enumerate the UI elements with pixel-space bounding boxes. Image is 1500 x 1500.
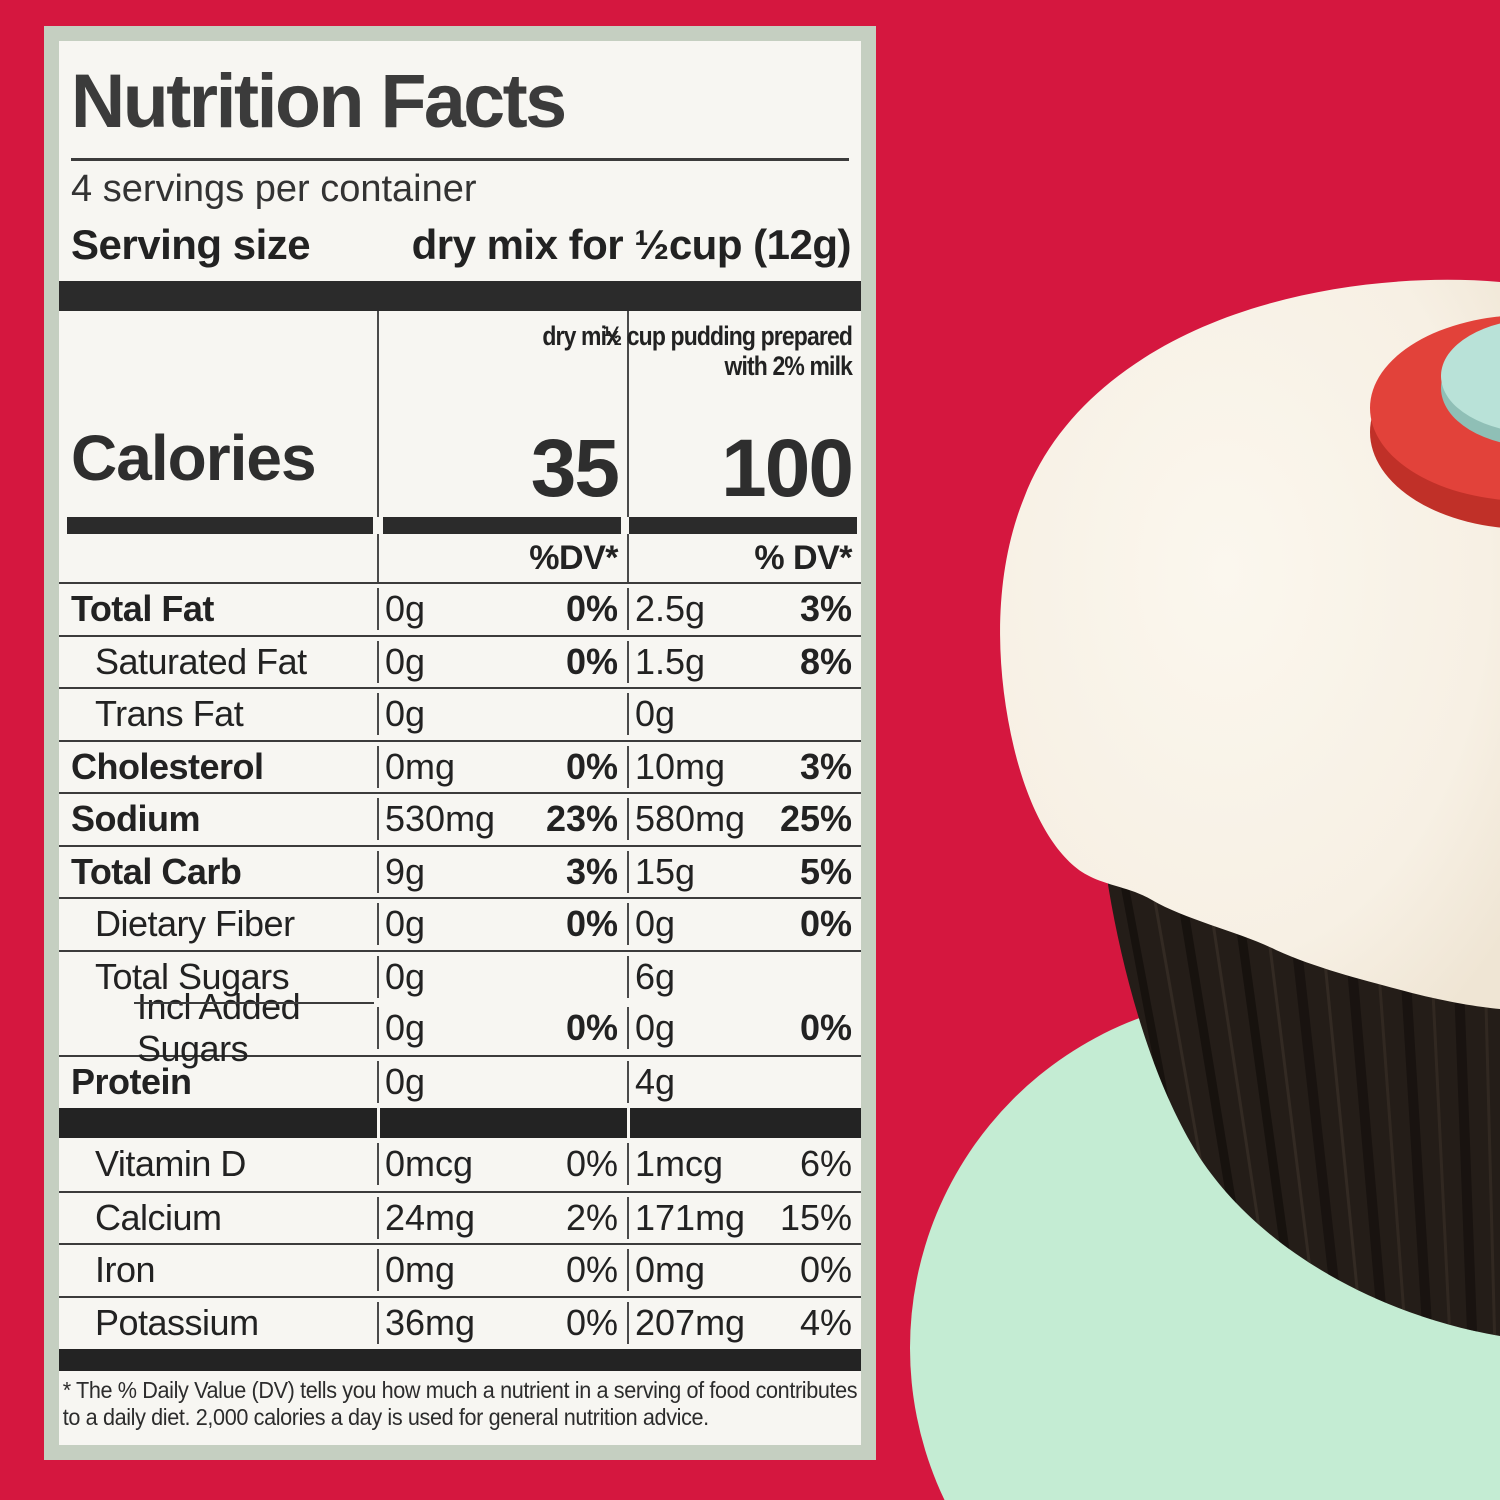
table-row-total-carb: Total Carb 9g 3% 15g 5%	[59, 844, 861, 898]
dv-footnote: * The % Daily Value (DV) tells you how m…	[62, 1377, 858, 1430]
dv-header-row: %DV* % DV*	[59, 534, 861, 582]
calories-dry-mix: 35	[530, 423, 620, 514]
table-row-total-sugars: Total Sugars 0g 6g	[59, 949, 861, 1003]
calories-prepared: 100	[721, 423, 854, 514]
separator-bar-bottom	[59, 1349, 861, 1371]
fondant-mint-dot	[1441, 323, 1500, 443]
title-divider	[71, 158, 849, 161]
calories-label: Calories	[71, 422, 317, 494]
servings-per-container: 4 servings per container	[71, 168, 477, 210]
column-header-row: dry mix ½ cup pudding prepared with 2% m…	[59, 311, 861, 399]
table-row-vitamin-d: Vitamin D 0mcg 0% 1mcg 6%	[59, 1138, 861, 1191]
table-row-calcium: Calcium 24mg 2% 171mg 15%	[59, 1190, 861, 1244]
serving-size-value: dry mix for ½cup (12g)	[411, 221, 852, 268]
nutrition-facts-label: Nutrition Facts 4 servings per container…	[44, 26, 876, 1460]
cupcake-frosting	[1000, 279, 1500, 1009]
vitamins-separator-bar	[59, 1108, 861, 1138]
table-row-dietary-fiber: Dietary Fiber 0g 0% 0g 0%	[59, 897, 861, 950]
calories-row: Calories 35 100	[59, 399, 861, 517]
table-row-added-sugars: Incl Added Sugars 0g 0% 0g 0%	[59, 986, 861, 1069]
separator-bar-top	[59, 281, 861, 311]
table-row-iron: Iron 0mg 0% 0mg 0%	[59, 1243, 861, 1296]
label-panel: Nutrition Facts 4 servings per container…	[59, 41, 861, 1445]
dv-header-col1: %DV*	[529, 538, 618, 577]
table-row-cholesterol: Cholesterol 0mg 0% 10mg 3%	[59, 739, 861, 793]
label-title: Nutrition Facts	[70, 59, 567, 144]
dv-header-col2: % DV*	[754, 538, 852, 577]
serving-size-row: Serving size dry mix for ½cup (12g)	[59, 217, 861, 277]
table-row-potassium: Potassium 36mg 0% 207mg 4%	[59, 1295, 861, 1349]
table-row-trans-fat: Trans Fat 0g 0g	[59, 687, 861, 740]
table-row-sodium: Sodium 530mg 23% 580mg 25%	[59, 792, 861, 845]
table-row-total-fat: Total Fat 0g 0% 2.5g 3%	[59, 582, 861, 635]
serving-size-label: Serving size	[71, 221, 311, 268]
table-row-protein: Protein 0g 4g	[59, 1054, 861, 1108]
table-row-saturated-fat: Saturated Fat 0g 0% 1.5g 8%	[59, 634, 861, 688]
calories-underline-bar	[59, 517, 861, 534]
column-header-dry-mix: dry mix	[542, 321, 619, 351]
column-header-prepared: ½ cup pudding prepared with 2% milk	[602, 321, 853, 381]
